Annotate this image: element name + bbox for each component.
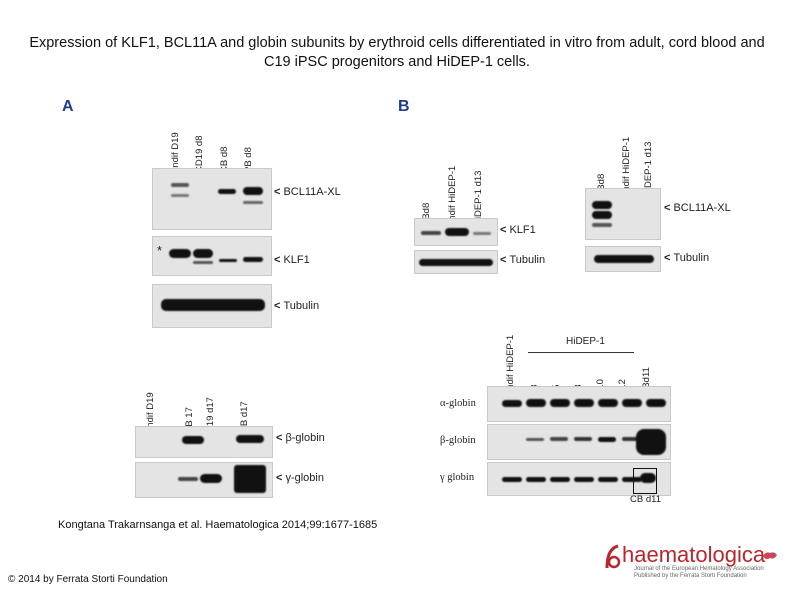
panel-a-letter: A bbox=[62, 98, 74, 115]
band bbox=[526, 477, 546, 482]
band bbox=[592, 211, 612, 219]
band bbox=[421, 231, 441, 235]
blot-label: < γ-globin bbox=[276, 472, 324, 484]
band bbox=[445, 228, 469, 236]
cb-d11-label: CB d11 bbox=[630, 494, 661, 505]
band bbox=[182, 436, 204, 444]
band bbox=[171, 194, 189, 197]
group-label: HiDEP-1 bbox=[566, 336, 605, 347]
logo-name: haematologica bbox=[622, 542, 766, 567]
blot-label: < BCL11A-XL bbox=[274, 186, 341, 198]
blot-label: γ globin bbox=[440, 472, 475, 483]
band bbox=[243, 187, 263, 195]
copyright: © 2014 by Ferrata Storti Foundation bbox=[8, 574, 168, 585]
lane-label: undif D19 bbox=[170, 132, 181, 173]
blot-label: α-globin bbox=[440, 398, 476, 409]
band bbox=[236, 435, 264, 443]
band bbox=[550, 399, 570, 407]
band bbox=[419, 259, 493, 266]
band bbox=[574, 477, 594, 482]
band bbox=[200, 474, 222, 483]
bcl11a-blot bbox=[152, 168, 272, 230]
blot-label: β-globin bbox=[440, 435, 476, 446]
blot-label: < BCL11A-XL bbox=[664, 202, 731, 214]
gamma-globin-blot bbox=[135, 462, 273, 498]
blot-label: < β-globin bbox=[276, 432, 325, 444]
band bbox=[473, 232, 491, 235]
band bbox=[243, 257, 263, 262]
alpha-globin-blot bbox=[487, 386, 671, 422]
lane-label: undif HiDEP-1 bbox=[447, 165, 458, 226]
band bbox=[574, 437, 592, 441]
band bbox=[622, 477, 642, 482]
blot-label: < Tubulin bbox=[664, 252, 710, 264]
band bbox=[526, 399, 546, 407]
bcl11a-blot-b bbox=[585, 188, 661, 240]
blot-label: < Tubulin bbox=[274, 300, 320, 312]
logo-tagline: Published by the Ferrata Storti Foundati… bbox=[634, 573, 747, 579]
band bbox=[592, 223, 612, 227]
logo-mark-icon bbox=[605, 544, 621, 569]
band bbox=[636, 429, 666, 455]
band bbox=[640, 473, 656, 483]
band bbox=[234, 465, 266, 493]
klf1-blot-b bbox=[414, 218, 498, 246]
gamma-globin-blot-b bbox=[487, 462, 671, 496]
map-icon bbox=[763, 552, 777, 560]
band bbox=[178, 477, 198, 481]
band bbox=[219, 259, 237, 262]
band bbox=[592, 201, 612, 209]
band bbox=[161, 299, 265, 311]
band bbox=[598, 399, 618, 407]
band bbox=[622, 399, 642, 407]
logo-tagline: Journal of the European Hematology Assoc… bbox=[634, 566, 764, 572]
beta-globin-blot-b bbox=[487, 424, 671, 460]
band bbox=[598, 477, 618, 482]
band bbox=[622, 437, 640, 441]
blot-label: < KLF1 bbox=[500, 224, 536, 236]
citation: Kongtana Trakarnsanga et al. Haematologi… bbox=[58, 519, 378, 531]
band bbox=[594, 255, 654, 263]
band bbox=[171, 183, 189, 187]
blot-label: < Tubulin bbox=[500, 254, 546, 266]
blot-label: < KLF1 bbox=[274, 254, 310, 266]
asterisk: * bbox=[157, 243, 163, 258]
band bbox=[574, 399, 594, 407]
band bbox=[193, 249, 213, 258]
group-bracket bbox=[528, 352, 634, 353]
band bbox=[193, 261, 213, 264]
band bbox=[243, 201, 263, 204]
band bbox=[550, 437, 568, 441]
cb-d11-box bbox=[633, 468, 657, 494]
klf1-blot: * bbox=[152, 236, 272, 276]
band bbox=[526, 438, 544, 441]
band bbox=[550, 477, 570, 482]
band bbox=[646, 399, 666, 407]
band bbox=[502, 400, 522, 407]
tubulin-blot-b bbox=[414, 250, 498, 274]
panel-b-letter: B bbox=[398, 98, 410, 115]
band bbox=[598, 437, 616, 442]
band bbox=[218, 189, 236, 194]
beta-globin-blot bbox=[135, 426, 273, 458]
band bbox=[169, 249, 191, 258]
figure-title: Expression of KLF1, BCL11A and globin su… bbox=[29, 35, 765, 70]
band bbox=[502, 477, 522, 482]
tubulin-blot-b2 bbox=[585, 246, 661, 272]
tubulin-blot bbox=[152, 284, 272, 328]
haematologica-logo: haematologica Journal of the European He… bbox=[604, 542, 784, 582]
